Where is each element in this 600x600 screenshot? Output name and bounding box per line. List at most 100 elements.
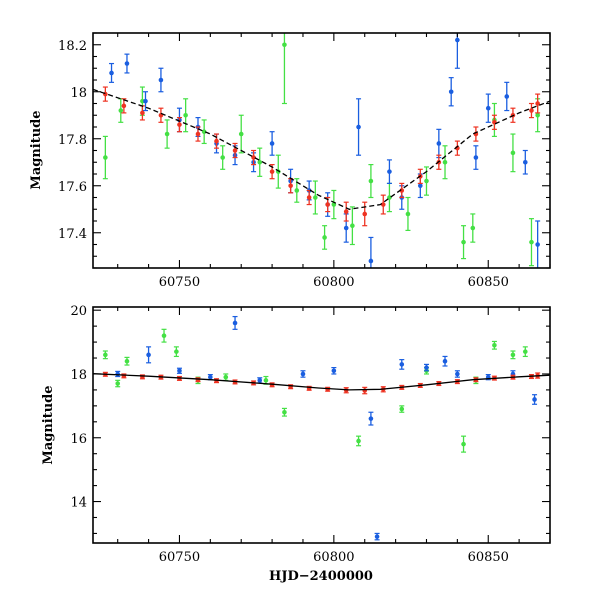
data-point xyxy=(124,358,130,364)
data-point xyxy=(418,183,423,189)
x-tick-label: 60850 xyxy=(468,550,509,565)
data-point xyxy=(387,195,392,200)
data-point xyxy=(294,188,300,193)
data-point xyxy=(251,155,256,160)
data-point xyxy=(455,37,460,43)
top-y-axis-label: Magnitude xyxy=(29,110,44,189)
data-point xyxy=(269,169,275,174)
data-point xyxy=(343,225,349,231)
data-point xyxy=(529,108,534,113)
data-point xyxy=(300,371,306,377)
data-point xyxy=(195,131,201,137)
data-point xyxy=(368,416,374,421)
data-point xyxy=(257,159,263,165)
data-point xyxy=(201,129,207,134)
series-red xyxy=(102,371,541,395)
top-panel-ticks: 60750 60800 60850 17.4 17.6 17.8 18 18.2 xyxy=(58,32,551,290)
data-point xyxy=(442,159,448,165)
data-point xyxy=(121,373,127,379)
data-point xyxy=(109,70,114,76)
top-panel: 60750 60800 60850 17.4 17.6 17.8 18 18.2 Magnit… xyxy=(29,32,551,290)
data-point xyxy=(232,148,238,153)
data-point xyxy=(492,342,497,348)
y-tick-label: 18 xyxy=(70,368,87,383)
y-tick-label: 17.6 xyxy=(58,180,87,195)
data-point xyxy=(399,362,405,367)
data-point xyxy=(529,239,534,245)
data-point xyxy=(115,371,121,377)
x-tick-label: 60750 xyxy=(159,550,200,565)
x-tick-label: 60850 xyxy=(468,275,509,290)
data-point xyxy=(368,178,374,184)
data-point xyxy=(282,409,287,415)
data-point xyxy=(448,89,454,95)
y-tick-label: 16 xyxy=(70,432,87,447)
data-point xyxy=(374,534,380,539)
data-point xyxy=(313,195,318,200)
bottom-panel: 60750 60800 60850 14 16 18 20 Magnitude HJD−24… xyxy=(41,304,551,584)
data-point xyxy=(103,352,108,358)
data-point xyxy=(103,155,108,160)
data-point xyxy=(124,61,130,66)
x-tick-label: 60800 xyxy=(313,275,354,290)
data-point xyxy=(535,101,540,106)
plot-area xyxy=(93,33,550,268)
y-tick-label: 18.2 xyxy=(58,39,87,54)
y-tick-label: 17.4 xyxy=(58,227,87,242)
series-green xyxy=(102,328,528,453)
bottom-panel-frame xyxy=(92,306,551,544)
data-point xyxy=(158,77,164,83)
data-point xyxy=(387,169,392,174)
data-point xyxy=(288,183,293,189)
data-point xyxy=(399,406,405,412)
data-point xyxy=(405,211,411,217)
x-tick-label: 60800 xyxy=(313,550,354,565)
y-tick-label: 18 xyxy=(70,86,87,101)
data-point xyxy=(356,438,361,444)
data-point xyxy=(343,209,349,214)
series-green xyxy=(102,33,541,267)
data-point xyxy=(238,131,244,137)
data-point xyxy=(164,131,170,137)
data-point xyxy=(436,141,442,146)
data-point xyxy=(223,374,229,380)
x-axis-label: HJD−2400000 xyxy=(269,569,373,584)
model-curve xyxy=(93,373,550,391)
data-point xyxy=(461,441,466,447)
data-point xyxy=(424,178,429,184)
data-point xyxy=(306,195,312,200)
data-point xyxy=(115,381,121,386)
data-point xyxy=(161,333,167,339)
series-red xyxy=(102,86,541,227)
data-point xyxy=(214,138,219,144)
data-point xyxy=(208,374,213,380)
data-point xyxy=(121,103,127,109)
data-point xyxy=(140,110,145,116)
y-tick-label: 17.8 xyxy=(58,133,87,148)
data-point xyxy=(442,358,448,364)
series-blue xyxy=(115,315,538,541)
data-point xyxy=(183,112,188,118)
plot-area xyxy=(93,315,550,541)
data-point xyxy=(177,368,182,374)
bottom-panel-marks xyxy=(93,315,550,541)
data-point xyxy=(322,235,327,240)
data-point xyxy=(177,122,182,127)
data-point xyxy=(257,378,263,383)
top-panel-marks xyxy=(93,33,550,268)
data-point xyxy=(473,155,479,160)
bottom-panel-ticks: 60750 60800 60850 14 16 18 20 xyxy=(70,304,551,565)
data-point xyxy=(461,239,466,245)
data-point xyxy=(118,108,124,113)
data-point xyxy=(522,349,528,354)
data-point xyxy=(485,105,491,111)
data-point xyxy=(282,42,287,48)
data-point xyxy=(325,202,330,207)
data-point xyxy=(174,349,179,354)
data-point xyxy=(350,223,355,228)
data-point xyxy=(143,98,148,104)
y-tick-label: 14 xyxy=(70,496,87,511)
data-point xyxy=(522,159,528,165)
